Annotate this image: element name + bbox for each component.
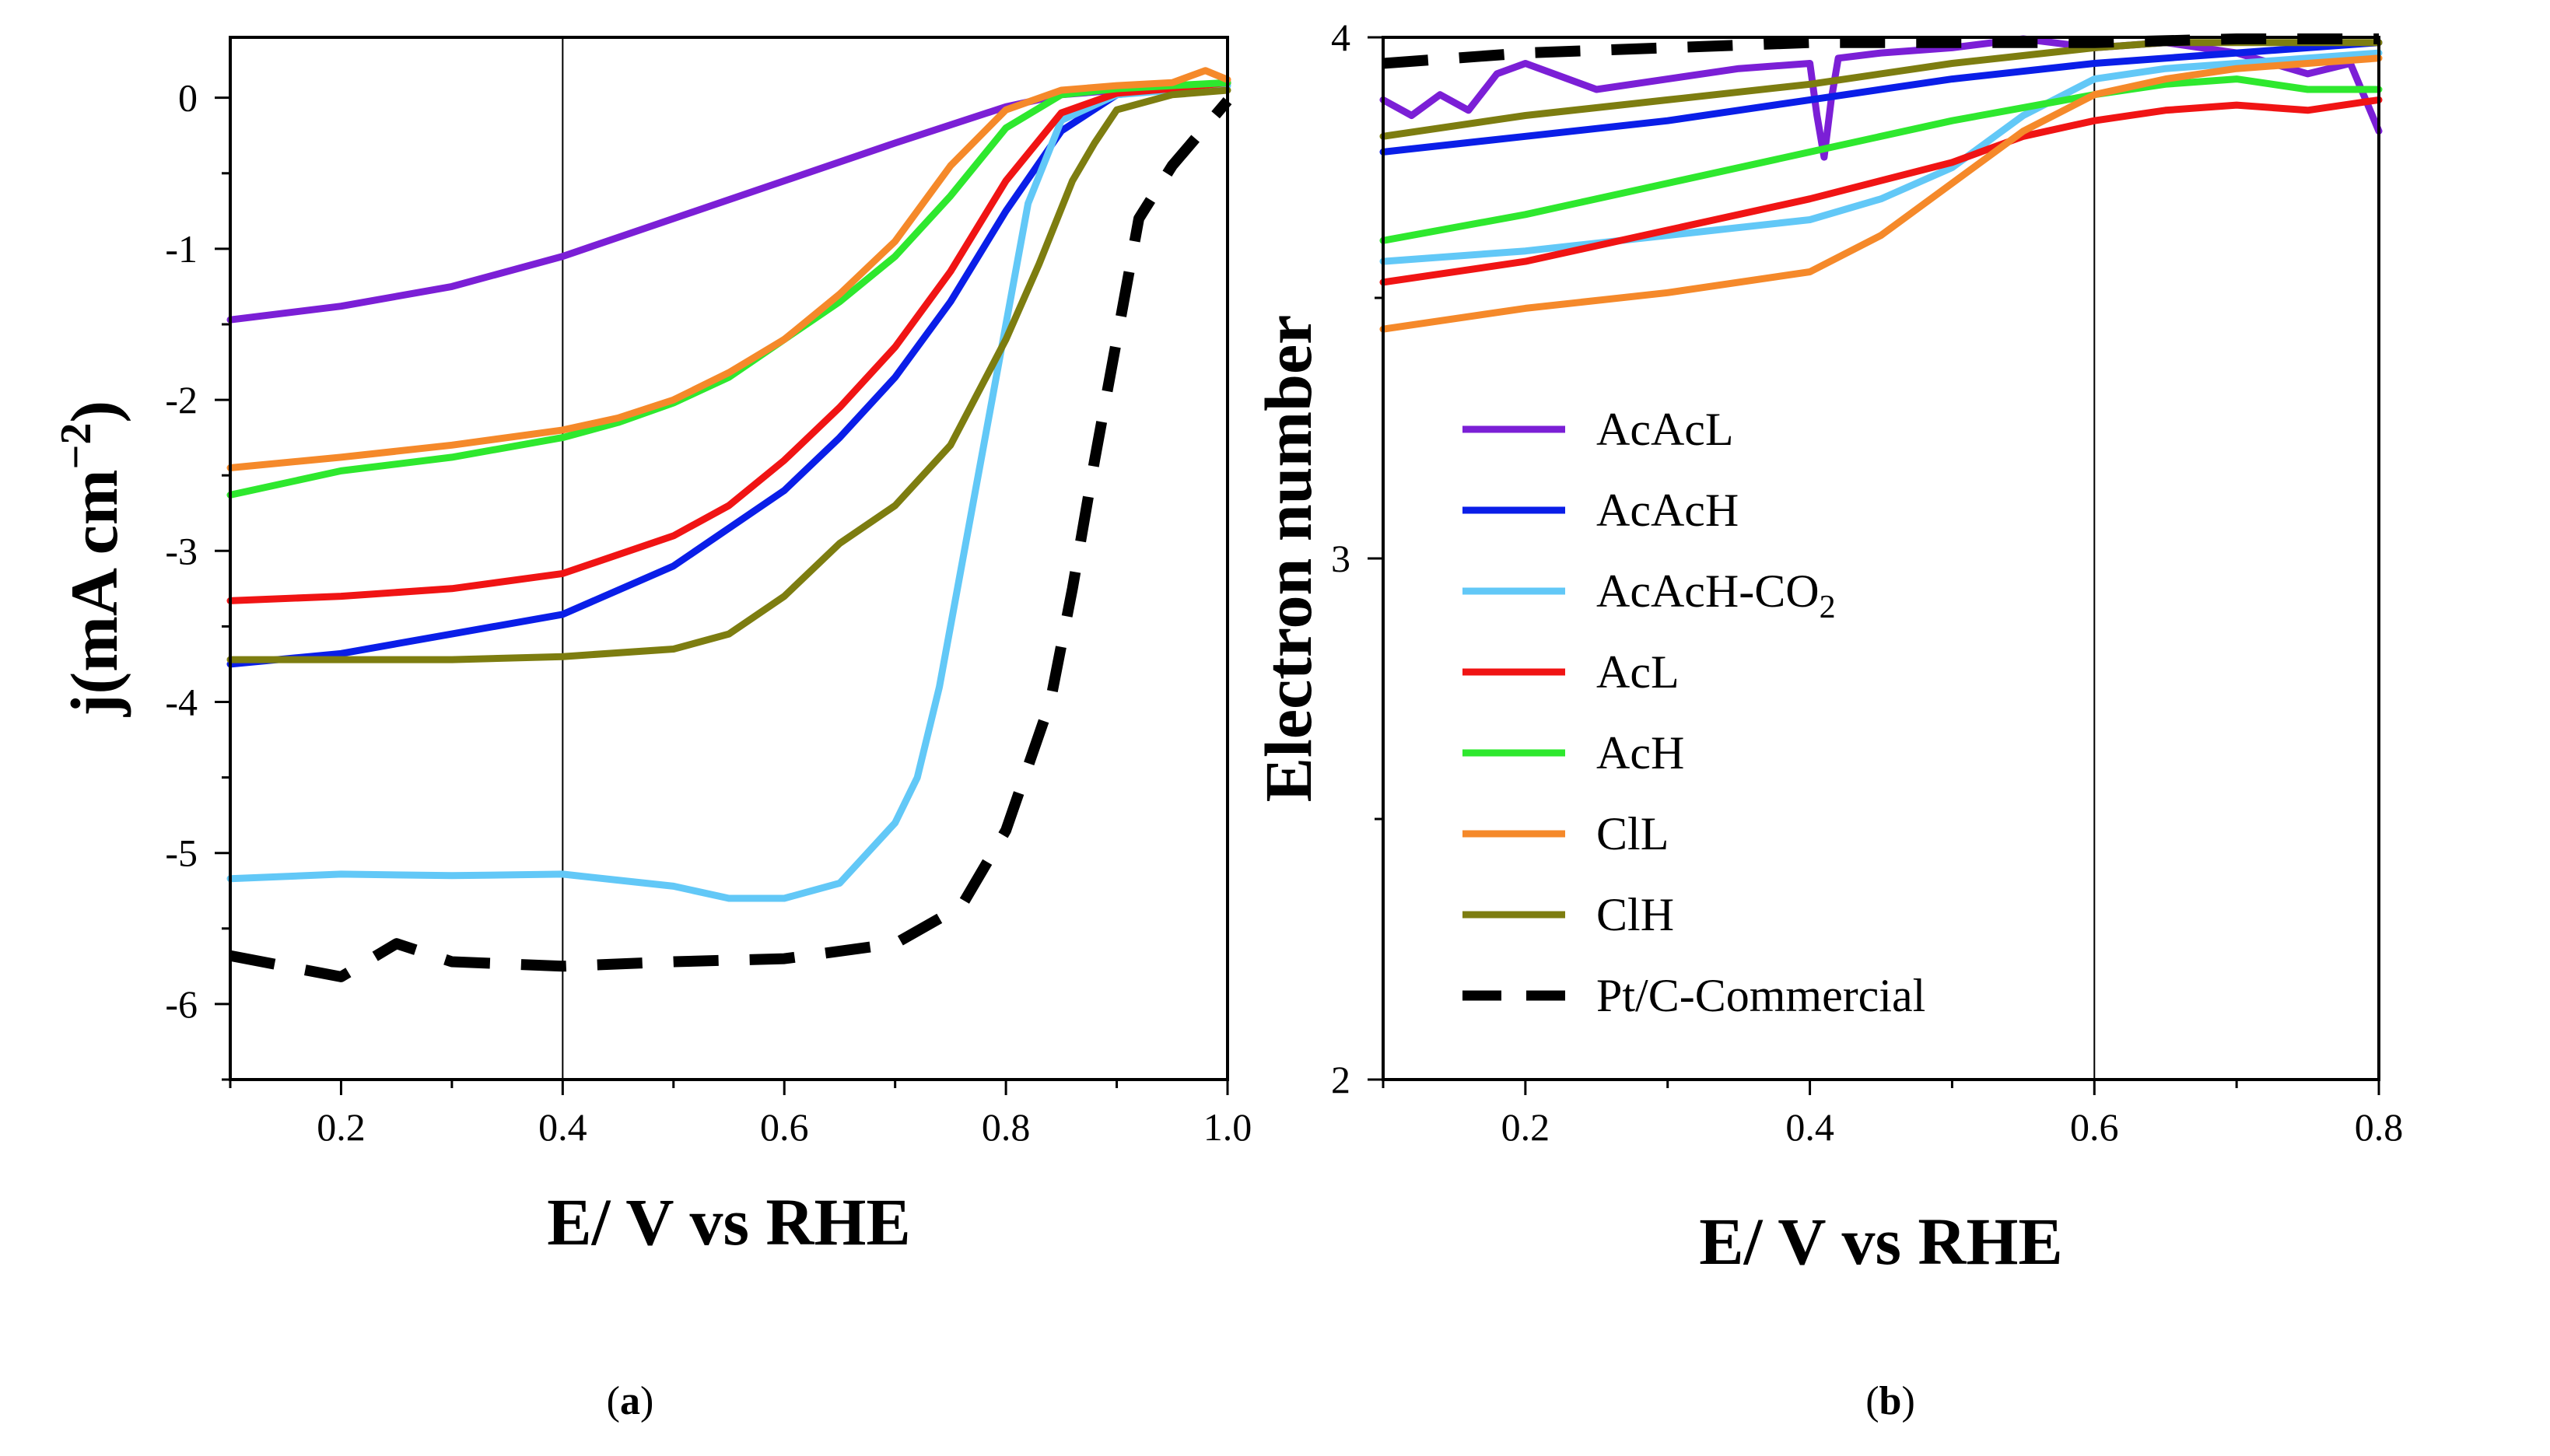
panel-b-series-clh (1379, 39, 2383, 140)
panel-a-y-axis-title: j(mA cm−2) (52, 401, 131, 717)
panel-a-series-pt-c-commercial (229, 97, 1232, 982)
panel-a-y-tick-label: -2 (165, 378, 198, 422)
panel-b-series-acl (1379, 96, 2383, 286)
panel-b-x-axis-title: E/ V vs RHE (1699, 1204, 2063, 1279)
panel-a-x-tick-label: 1.0 (1203, 1105, 1252, 1149)
panel-b-x-tick-label: 0.2 (1501, 1105, 1550, 1149)
panel-a-y-axis-title-main: j(mA cm (57, 469, 131, 717)
panel-a-series-acl (226, 79, 1231, 604)
panel-b-series-pt-c-commercial (1382, 33, 2379, 69)
panel-b-series-acach (1379, 39, 2383, 156)
legend-item-clh: ClH (1462, 889, 1674, 940)
panel-a-x-axis-title: E/ V vs RHE (547, 1185, 911, 1259)
panel-a-caption-letter: a (620, 1379, 640, 1423)
panel-b-series-cll (1379, 54, 2383, 333)
panel-a-y-tick-label: -6 (165, 982, 198, 1026)
panel-b-series-group (1379, 33, 2383, 333)
panel-a-series-acach-co2 (226, 82, 1231, 902)
panel-a-x-tick-label: 0.6 (760, 1105, 809, 1149)
legend-label-acl: AcL (1596, 646, 1680, 698)
panel-a-caption: (a) (607, 1379, 654, 1423)
panel-a-series-group (226, 67, 1232, 982)
panel-a-y-axis-title-superscript: −2 (52, 423, 100, 470)
panel-a-y-tick-label: -4 (165, 680, 198, 723)
legend-item-acach: AcAcH (1462, 485, 1739, 536)
panel-b-ticks: 0.2 0.4 0.6 0.8 2 3 4 (1331, 16, 2403, 1149)
panel-a-y-tick-label: 0 (178, 76, 198, 120)
panel-a-y-tick-label: -5 (165, 831, 198, 875)
panel-a-series-clh (226, 86, 1231, 663)
legend-label-acach-co2: AcAcH-CO2 (1596, 565, 1836, 625)
panel-a-x-tick-label: 0.2 (317, 1105, 366, 1149)
panel-b-x-tick-label: 0.6 (2070, 1105, 2119, 1149)
panel-a-x-tick-label: 0.4 (538, 1105, 587, 1149)
legend-label-pt-c-commercial: Pt/C-Commercial (1596, 970, 1925, 1021)
legend-label-acacl: AcAcL (1596, 404, 1734, 455)
panel-b-legend: AcAcL AcAcH AcAcH-CO2 AcL AcH ClL ClH Pt/C-Comm… (1462, 404, 1925, 1021)
panel-b-x-tick-label: 0.8 (2355, 1105, 2404, 1149)
panel-a-y-tick-label: -3 (165, 529, 198, 572)
legend-label-ach: AcH (1596, 727, 1684, 779)
panel-a-y-tick-label: -1 (165, 227, 198, 271)
legend-label-acach: AcAcH (1596, 485, 1739, 536)
panel-a-y-axis-title-close: ) (57, 401, 131, 423)
legend-item-cll: ClL (1462, 808, 1669, 859)
panel-b-caption-letter: b (1879, 1379, 1902, 1423)
legend-label-cll: ClL (1596, 808, 1669, 859)
legend-item-ach: AcH (1462, 727, 1684, 779)
legend-item-pt-c-commercial: Pt/C-Commercial (1462, 970, 1925, 1021)
panel-a-ticks: 0.2 0.4 0.6 0.8 1.0 0 -1 -2 -3 -4 -5 -6 (165, 76, 1252, 1149)
panel-a-chart: 0.2 0.4 0.6 0.8 1.0 0 -1 -2 -3 -4 -5 -6 E/ V vs RHE… (52, 36, 1252, 1423)
panel-b-caption: (b) (1865, 1379, 1915, 1423)
panel-a-x-tick-label: 0.8 (982, 1105, 1031, 1149)
legend-item-acl: AcL (1462, 646, 1680, 698)
panel-a-plot-frame (229, 36, 1229, 1081)
legend-item-acach-co2: AcAcH-CO2 (1462, 565, 1836, 625)
legend-label-clh: ClH (1596, 889, 1674, 940)
legend-item-acacl: AcAcL (1462, 404, 1734, 455)
panel-b-x-tick-label: 0.4 (1785, 1105, 1834, 1149)
panel-b-y-tick-label: 2 (1331, 1058, 1350, 1101)
panel-b-series-ach (1379, 75, 2383, 244)
panel-b-y-tick-label: 3 (1331, 537, 1350, 580)
panel-b-y-axis-title: Electron number (1251, 315, 1326, 803)
panel-b-y-tick-label: 4 (1331, 16, 1350, 59)
panel-a-series-cll (226, 67, 1231, 471)
